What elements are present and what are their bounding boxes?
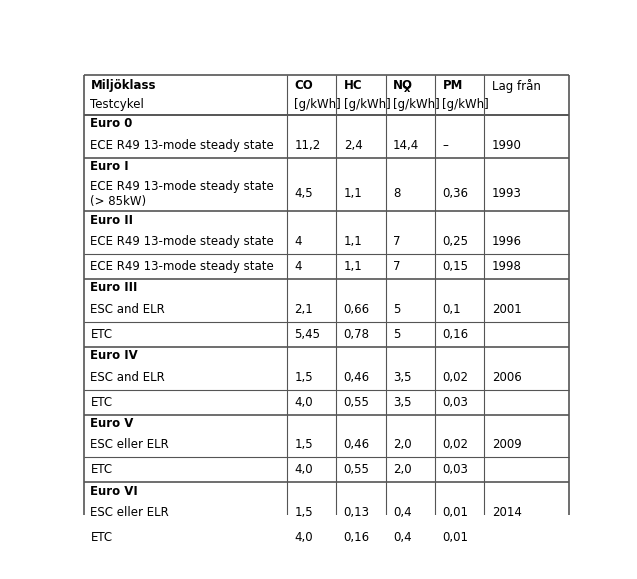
Text: 1998: 1998 xyxy=(492,260,522,273)
Text: 0,66: 0,66 xyxy=(344,303,370,316)
Text: 0,03: 0,03 xyxy=(443,395,468,409)
Text: Euro V: Euro V xyxy=(90,417,134,430)
Text: 0,55: 0,55 xyxy=(344,395,369,409)
Text: 8: 8 xyxy=(393,187,401,200)
Text: 1,5: 1,5 xyxy=(294,438,313,452)
Text: 1,5: 1,5 xyxy=(294,506,313,519)
Text: 0,16: 0,16 xyxy=(443,328,469,341)
Text: 4: 4 xyxy=(294,235,302,248)
Text: Euro IV: Euro IV xyxy=(90,349,138,362)
Text: 0,4: 0,4 xyxy=(393,506,412,519)
Text: 0,55: 0,55 xyxy=(344,463,369,477)
Text: 0,03: 0,03 xyxy=(443,463,468,477)
Text: 2,1: 2,1 xyxy=(294,303,313,316)
Text: 0,4: 0,4 xyxy=(393,531,412,544)
Text: (> 85kW): (> 85kW) xyxy=(90,195,147,208)
Text: 2,0: 2,0 xyxy=(393,463,412,477)
Text: 2,0: 2,0 xyxy=(393,438,412,452)
Text: 1990: 1990 xyxy=(492,139,522,152)
Text: 7: 7 xyxy=(393,235,401,248)
Text: Euro 0: Euro 0 xyxy=(90,118,133,130)
Text: ETC: ETC xyxy=(90,328,113,341)
Text: 1996: 1996 xyxy=(492,235,522,248)
Text: 2,4: 2,4 xyxy=(344,139,362,152)
Text: ETC: ETC xyxy=(90,531,113,544)
Text: Euro II: Euro II xyxy=(90,214,134,226)
Text: 5,45: 5,45 xyxy=(294,328,320,341)
Text: 0,78: 0,78 xyxy=(344,328,369,341)
Text: 0,01: 0,01 xyxy=(443,531,468,544)
Text: [g/kWh]: [g/kWh] xyxy=(393,98,440,111)
Text: NO: NO xyxy=(393,79,413,92)
Text: –: – xyxy=(443,139,448,152)
Text: ECE R49 13-mode steady state: ECE R49 13-mode steady state xyxy=(90,260,275,273)
Text: 2006: 2006 xyxy=(492,371,522,384)
Text: 0,01: 0,01 xyxy=(443,506,468,519)
Text: 5: 5 xyxy=(393,328,401,341)
Text: 1,1: 1,1 xyxy=(344,235,362,248)
Text: ESC and ELR: ESC and ELR xyxy=(90,371,165,384)
Text: 0,02: 0,02 xyxy=(443,438,468,452)
Text: 4: 4 xyxy=(294,260,302,273)
Text: 4,0: 4,0 xyxy=(294,531,313,544)
Text: 3,5: 3,5 xyxy=(393,371,412,384)
Text: ESC eller ELR: ESC eller ELR xyxy=(90,506,169,519)
Text: 0,16: 0,16 xyxy=(344,531,370,544)
Text: Testcykel: Testcykel xyxy=(90,98,145,111)
Text: 7: 7 xyxy=(393,260,401,273)
Text: CO: CO xyxy=(294,79,313,92)
Text: 2014: 2014 xyxy=(492,506,522,519)
Text: [g/kWh]: [g/kWh] xyxy=(294,98,341,111)
Text: 2009: 2009 xyxy=(492,438,522,452)
Text: ESC and ELR: ESC and ELR xyxy=(90,303,165,316)
Text: 4,0: 4,0 xyxy=(294,463,313,477)
Text: Miljöklass: Miljöklass xyxy=(90,79,156,92)
Text: x: x xyxy=(403,84,410,94)
Text: 11,2: 11,2 xyxy=(294,139,320,152)
Text: 4,5: 4,5 xyxy=(294,187,313,200)
Text: ECE R49 13-mode steady state: ECE R49 13-mode steady state xyxy=(90,180,275,193)
Text: 2001: 2001 xyxy=(492,303,522,316)
Text: 0,36: 0,36 xyxy=(443,187,468,200)
Text: 1993: 1993 xyxy=(492,187,522,200)
Text: 1,1: 1,1 xyxy=(344,187,362,200)
Text: 0,46: 0,46 xyxy=(344,371,370,384)
Text: [g/kWh]: [g/kWh] xyxy=(443,98,489,111)
Text: 1,1: 1,1 xyxy=(344,260,362,273)
Text: ECE R49 13-mode steady state: ECE R49 13-mode steady state xyxy=(90,235,275,248)
Text: Lag från: Lag från xyxy=(492,79,541,93)
Text: 0,1: 0,1 xyxy=(443,303,461,316)
Text: ECE R49 13-mode steady state: ECE R49 13-mode steady state xyxy=(90,139,275,152)
Text: [g/kWh]: [g/kWh] xyxy=(344,98,390,111)
Text: 14,4: 14,4 xyxy=(393,139,419,152)
Text: 0,46: 0,46 xyxy=(344,438,370,452)
Text: PM: PM xyxy=(443,79,463,92)
Text: Euro VI: Euro VI xyxy=(90,485,138,498)
Text: Euro I: Euro I xyxy=(90,160,129,173)
Text: ESC eller ELR: ESC eller ELR xyxy=(90,438,169,452)
Text: 3,5: 3,5 xyxy=(393,395,412,409)
Text: 0,25: 0,25 xyxy=(443,235,468,248)
Text: Euro III: Euro III xyxy=(90,281,138,295)
Text: 0,02: 0,02 xyxy=(443,371,468,384)
Text: 0,15: 0,15 xyxy=(443,260,468,273)
Text: 0,13: 0,13 xyxy=(344,506,369,519)
Text: ETC: ETC xyxy=(90,395,113,409)
Text: 5: 5 xyxy=(393,303,401,316)
Text: HC: HC xyxy=(344,79,362,92)
Text: 4,0: 4,0 xyxy=(294,395,313,409)
Text: 1,5: 1,5 xyxy=(294,371,313,384)
Text: ETC: ETC xyxy=(90,463,113,477)
